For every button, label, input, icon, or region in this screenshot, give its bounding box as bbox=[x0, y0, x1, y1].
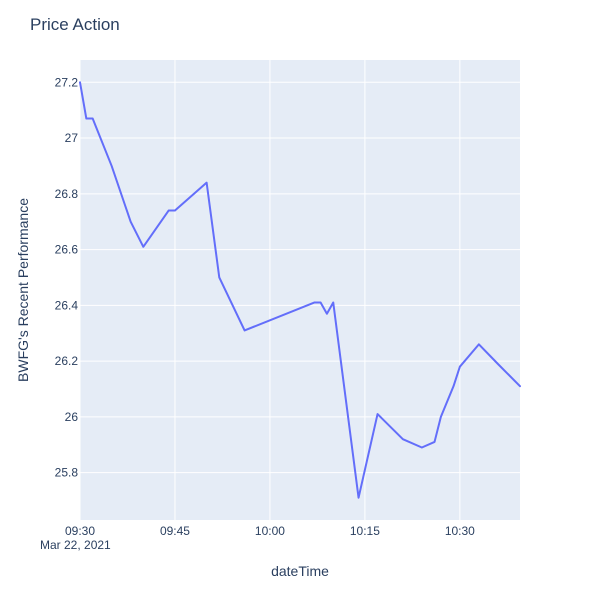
data-point[interactable] bbox=[324, 311, 330, 317]
x-axis-title: dateTime bbox=[271, 563, 329, 579]
data-point[interactable] bbox=[318, 300, 324, 306]
data-point[interactable] bbox=[400, 436, 406, 442]
data-point[interactable] bbox=[204, 180, 210, 186]
x-tick-label: 10:15 bbox=[350, 524, 380, 538]
chart-title: Price Action bbox=[30, 15, 120, 34]
data-point[interactable] bbox=[451, 383, 457, 389]
data-point[interactable] bbox=[432, 439, 438, 445]
data-point[interactable] bbox=[438, 414, 444, 420]
x-axis-ticks: 09:30 09:45 10:00 10:15 10:30 bbox=[65, 524, 475, 538]
data-point[interactable] bbox=[311, 300, 317, 306]
y-tick-label: 27.2 bbox=[55, 75, 79, 89]
data-point[interactable] bbox=[172, 208, 178, 214]
y-tick-label: 26.6 bbox=[55, 243, 79, 257]
data-point[interactable] bbox=[83, 116, 89, 122]
data-point[interactable] bbox=[166, 208, 172, 214]
data-point[interactable] bbox=[128, 219, 134, 225]
y-tick-label: 26 bbox=[65, 410, 79, 424]
y-tick-label: 26.4 bbox=[55, 298, 79, 312]
data-point[interactable] bbox=[109, 163, 115, 169]
data-point[interactable] bbox=[495, 361, 501, 367]
data-point[interactable] bbox=[517, 383, 523, 389]
data-point[interactable] bbox=[330, 300, 336, 306]
y-axis-ticks: 25.8 26 26.2 26.4 26.6 26.8 27 27.2 bbox=[55, 75, 79, 479]
y-tick-label: 25.8 bbox=[55, 466, 79, 480]
gridlines bbox=[79, 60, 520, 520]
data-point[interactable] bbox=[457, 364, 463, 370]
data-point[interactable] bbox=[476, 341, 482, 347]
series-layer bbox=[79, 81, 523, 501]
series-line[interactable] bbox=[79, 81, 521, 499]
data-point[interactable] bbox=[242, 327, 248, 333]
x-tick-label: 10:30 bbox=[445, 524, 475, 538]
data-point[interactable] bbox=[375, 411, 381, 417]
y-tick-label: 26.2 bbox=[55, 354, 79, 368]
plot-area[interactable] bbox=[80, 60, 520, 520]
y-tick-label: 26.8 bbox=[55, 187, 79, 201]
data-point[interactable] bbox=[216, 274, 222, 280]
data-point[interactable] bbox=[90, 116, 96, 122]
data-point[interactable] bbox=[419, 445, 425, 451]
y-tick-label: 27 bbox=[65, 131, 79, 145]
x-tick-label: 09:30 bbox=[65, 524, 95, 538]
data-point[interactable] bbox=[356, 495, 362, 501]
data-point[interactable] bbox=[140, 244, 146, 250]
y-axis-title: BWFG's Recent Performance bbox=[15, 198, 31, 382]
x-tick-label: 10:00 bbox=[255, 524, 285, 538]
x-axis-date-label: Mar 22, 2021 bbox=[40, 538, 111, 552]
x-tick-label: 09:45 bbox=[160, 524, 190, 538]
